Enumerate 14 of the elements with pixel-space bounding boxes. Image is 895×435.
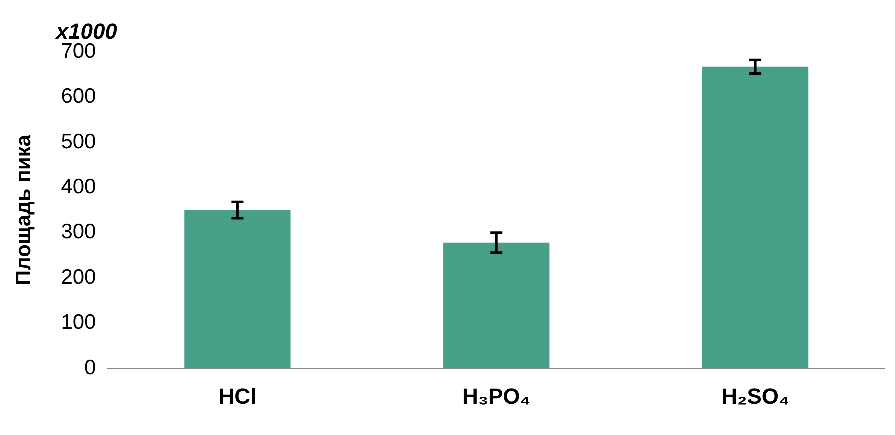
bar — [702, 66, 809, 369]
y-tick-label: 100 — [61, 311, 96, 334]
x-tick-label: H₂SO₄ — [722, 384, 790, 409]
y-tick-label: 200 — [61, 266, 96, 289]
bar — [184, 210, 291, 369]
y-axis-title: Площадь пика — [12, 134, 36, 286]
bar — [444, 242, 550, 369]
y-tick-label: 500 — [61, 130, 96, 154]
y-tick-label: 600 — [61, 85, 96, 108]
y-tick-label: 400 — [61, 175, 96, 198]
y-tick-label: 300 — [61, 220, 96, 244]
x-tick-label: HCl — [218, 384, 257, 409]
y-tick-label: 0 — [84, 356, 96, 380]
x-tick-label: H₃PO₄ — [462, 384, 531, 409]
